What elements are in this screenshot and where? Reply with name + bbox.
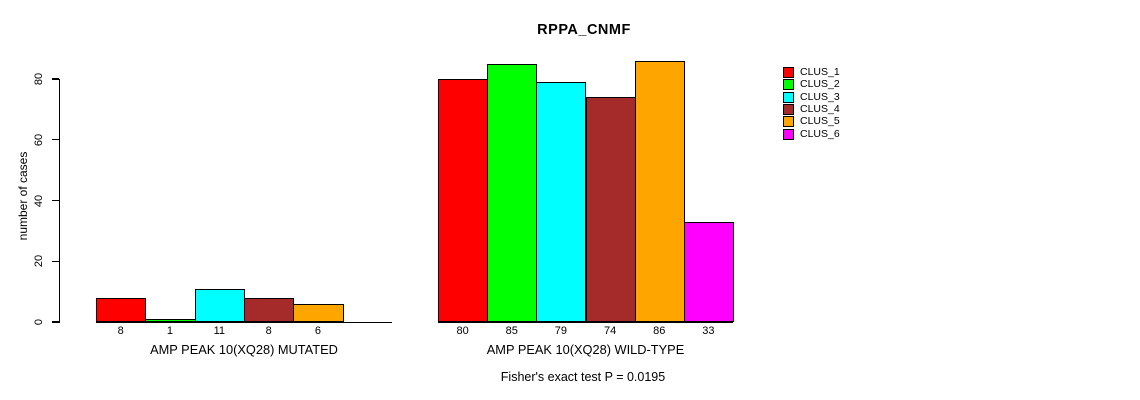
y-tick-mark: [52, 260, 59, 262]
bar-clus_1: [438, 79, 489, 322]
y-tick-label: 60: [33, 133, 45, 146]
y-tick-label: 0: [33, 318, 45, 326]
legend-label: CLUS_6: [800, 127, 840, 140]
x-axis-baseline: [96, 322, 392, 324]
legend-item-clus_3: CLUS_3: [783, 90, 840, 103]
bar-value-label: 79: [554, 325, 568, 337]
bar-clus_6: [683, 221, 734, 322]
bar-clus_4: [243, 297, 295, 322]
legend-swatch-clus_2: [783, 79, 794, 91]
bar-value-label: 85: [505, 325, 518, 337]
y-tick-mark: [52, 321, 59, 323]
y-axis-label: number of cases: [16, 151, 30, 241]
y-tick-mark: [52, 78, 59, 80]
bar-value-label: 1: [166, 325, 174, 337]
legend-item-clus_4: CLUS_4: [783, 102, 840, 115]
legend-swatch-clus_4: [783, 103, 794, 115]
bar-clus_5: [634, 60, 685, 322]
legend-item-clus_1: CLUS_1: [783, 67, 840, 78]
legend-item-clus_2: CLUS_2: [783, 78, 840, 91]
fisher-test-annotation: Fisher's exact test P = 0.0195: [500, 370, 666, 384]
bar-clus_5: [293, 303, 344, 322]
legend-item-clus_5: CLUS_5: [783, 115, 840, 128]
bar-clus_3: [194, 288, 245, 322]
y-tick-label: 40: [33, 194, 45, 207]
legend-swatch-clus_5: [783, 116, 794, 128]
y-axis-line: [59, 79, 61, 323]
x-axis-baseline: [438, 322, 734, 324]
y-tick-label: 80: [33, 72, 45, 86]
legend-swatch-clus_1: [783, 67, 794, 78]
bar-clus_3: [536, 82, 587, 322]
legend-label: CLUS_3: [800, 90, 840, 103]
bar-value-label: 8: [265, 325, 272, 337]
legend-item-clus_6: CLUS_6: [783, 127, 840, 140]
group-label-wildtype: AMP PEAK 10(XQ28) WILD-TYPE: [486, 342, 685, 357]
bar-value-label: 11: [213, 325, 226, 337]
y-tick-mark: [52, 139, 59, 141]
bar-value-label: 33: [702, 325, 715, 337]
chart-title: RPPA_CNMF: [537, 22, 631, 38]
bar-clus_2: [487, 63, 538, 322]
legend-label: CLUS_1: [800, 66, 840, 78]
bar-value-label: 74: [603, 325, 617, 337]
bar-clus_1: [96, 297, 147, 322]
y-tick-label: 20: [33, 255, 45, 268]
legend-label: CLUS_2: [800, 78, 840, 91]
bar-value-label: 86: [653, 325, 666, 337]
legend-swatch-clus_3: [783, 91, 794, 103]
y-tick-mark: [52, 199, 59, 202]
group-label-mutated: AMP PEAK 10(XQ28) MUTATED: [150, 342, 338, 357]
legend-label: CLUS_5: [800, 115, 840, 128]
bar-clus_2: [145, 318, 196, 322]
bar-clus_4: [585, 97, 636, 322]
bar-value-label: 6: [314, 325, 322, 337]
legend-label: CLUS_4: [800, 102, 840, 115]
bar-value-label: 8: [117, 325, 124, 337]
bar-value-label: 80: [456, 325, 469, 337]
legend-swatch-clus_6: [783, 128, 794, 140]
